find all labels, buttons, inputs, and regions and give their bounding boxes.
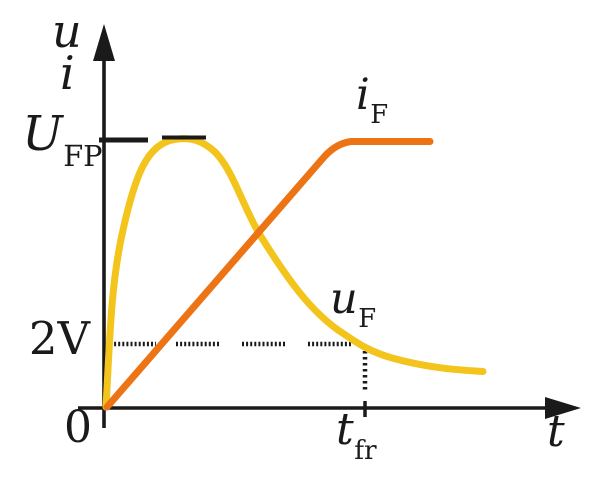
x-axis-arrowhead-icon: [545, 397, 581, 419]
two-volt-annotation: 2V: [28, 312, 90, 365]
origin-label: 0: [64, 402, 92, 453]
y-axis-label-u: u: [52, 4, 82, 58]
tfr-base: t: [336, 404, 354, 455]
y-axis-arrowhead-icon: [93, 24, 115, 61]
if-curve-label: iF: [356, 74, 388, 129]
ufp-base: U: [22, 106, 63, 162]
uf-curve: [102, 135, 487, 411]
if-subscript: F: [370, 100, 389, 131]
tfr-annotation: tfr: [336, 408, 377, 464]
uf-base: u: [330, 274, 358, 324]
uf-subscript: F: [358, 304, 377, 335]
x-axis-label-t: t: [547, 406, 565, 457]
y-axis-label-i: i: [60, 46, 75, 100]
uf-curve-label: uF: [330, 278, 376, 333]
ufp-subscript: FP: [63, 138, 103, 173]
tfr-subscript: fr: [354, 434, 377, 466]
if-base: i: [356, 70, 370, 120]
if-curve: [103, 138, 434, 411]
ufp-annotation: UFP: [8, 110, 102, 170]
